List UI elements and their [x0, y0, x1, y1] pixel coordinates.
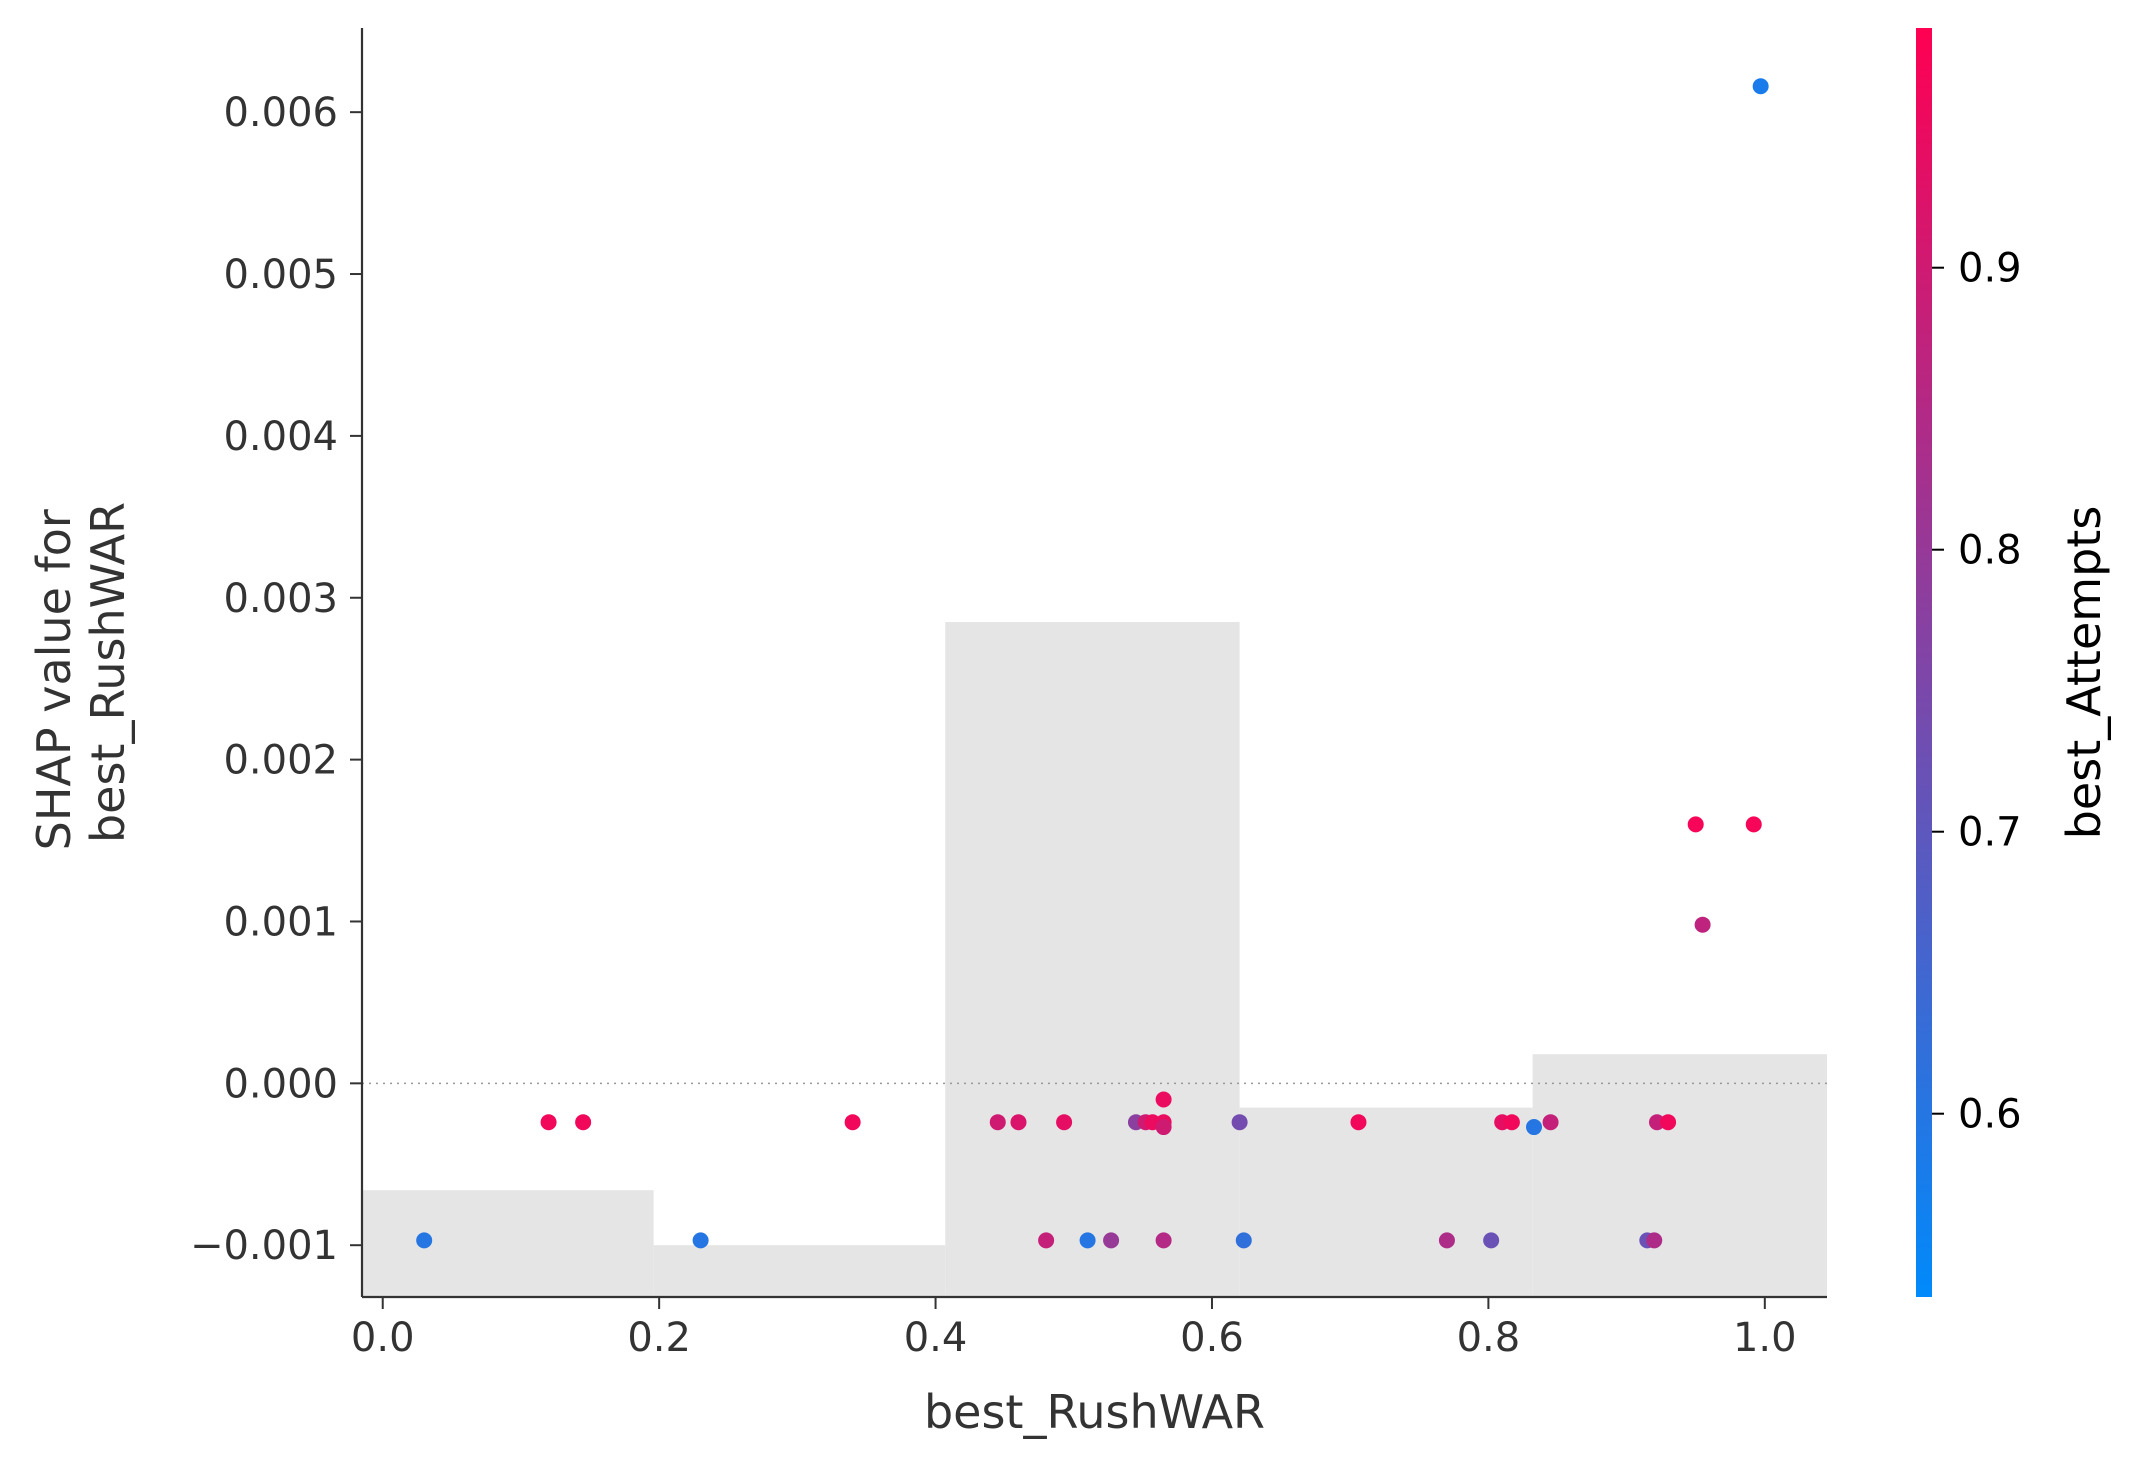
x-axis-label: best_RushWAR — [924, 1385, 1265, 1439]
histogram-bar-0 — [362, 1190, 654, 1297]
x-tick-label-3: 0.6 — [1180, 1315, 1244, 1361]
scatter-point-7 — [1038, 1232, 1055, 1249]
colorbar-tick-label-2: 0.8 — [1958, 528, 2022, 574]
x-tick-label-5: 1.0 — [1733, 1315, 1797, 1361]
y-tick-label-4: 0.003 — [223, 576, 338, 622]
scatter-point-16 — [1155, 1119, 1172, 1136]
y-tick-label-3: 0.002 — [223, 738, 338, 784]
scatter-point-24 — [1503, 1114, 1520, 1131]
colorbar — [1916, 28, 1932, 1297]
scatter-point-2 — [575, 1114, 592, 1131]
scatter-point-1 — [540, 1114, 557, 1131]
histogram-background — [362, 622, 1827, 1297]
y-axis-label-line-2: best_RushWAR — [81, 502, 135, 843]
y-axis-label: SHAP value for best_RushWAR — [27, 495, 135, 851]
y-tick-label-0: −0.001 — [190, 1223, 338, 1269]
x-tick-label-2: 0.4 — [904, 1315, 968, 1361]
scatter-point-34 — [1752, 78, 1769, 95]
histogram-bar-2 — [945, 622, 1240, 1297]
scatter-point-20 — [1350, 1114, 1367, 1131]
scatter-point-32 — [1694, 916, 1711, 933]
scatter-point-22 — [1483, 1232, 1500, 1249]
scatter-point-5 — [989, 1114, 1006, 1131]
scatter-point-0 — [416, 1232, 433, 1249]
y-tick-label-6: 0.005 — [223, 252, 338, 298]
scatter-points — [416, 78, 1769, 1249]
scatter-point-31 — [1687, 816, 1704, 833]
x-tick-label-4: 0.8 — [1457, 1315, 1521, 1361]
y-axis-ticks: −0.001 0.000 0.001 0.002 0.003 0.004 0.005 0.00… — [190, 90, 362, 1269]
scatter-point-8 — [1056, 1114, 1073, 1131]
axes — [360, 28, 1827, 1299]
colorbar-label: best_Attempts — [2057, 506, 2111, 840]
x-axis-ticks: 0.0 0.2 0.4 0.6 0.8 1.0 — [351, 1297, 1797, 1361]
y-tick-label-2: 0.001 — [223, 899, 338, 945]
x-tick-label-1: 0.2 — [627, 1315, 691, 1361]
x-tick-label-0: 0.0 — [351, 1315, 415, 1361]
scatter-point-30 — [1660, 1114, 1677, 1131]
scatter-point-21 — [1438, 1232, 1455, 1249]
colorbar-ticks: 0.6 0.7 0.8 0.9 — [1932, 246, 2022, 1138]
scatter-point-28 — [1646, 1232, 1663, 1249]
scatter-point-14 — [1155, 1091, 1172, 1108]
scatter-point-19 — [1235, 1232, 1252, 1249]
scatter-point-9 — [1079, 1232, 1096, 1249]
scatter-point-26 — [1542, 1114, 1559, 1131]
colorbar-tick-label-3: 0.9 — [1958, 246, 2022, 292]
scatter-point-17 — [1155, 1232, 1172, 1249]
scatter-point-33 — [1745, 816, 1762, 833]
y-tick-label-1: 0.000 — [223, 1061, 338, 1107]
colorbar-tick-label-0: 0.6 — [1958, 1092, 2022, 1138]
scatter-point-6 — [1010, 1114, 1027, 1131]
histogram-bar-4 — [1532, 1054, 1827, 1297]
y-axis-label-line-1: SHAP value for — [27, 509, 81, 850]
scatter-point-18 — [1231, 1114, 1248, 1131]
scatter-point-25 — [1526, 1119, 1542, 1136]
histogram-bar-3 — [1239, 1107, 1533, 1297]
scatter-point-4 — [844, 1114, 861, 1131]
colorbar-tick-label-1: 0.7 — [1958, 810, 2022, 856]
y-tick-label-7: 0.006 — [223, 90, 338, 136]
scatter-point-10 — [1103, 1232, 1120, 1249]
scatter-point-3 — [692, 1232, 709, 1249]
scatter-point-29 — [1649, 1114, 1666, 1131]
y-tick-label-5: 0.004 — [223, 414, 338, 460]
histogram-bar-1 — [653, 1245, 946, 1297]
